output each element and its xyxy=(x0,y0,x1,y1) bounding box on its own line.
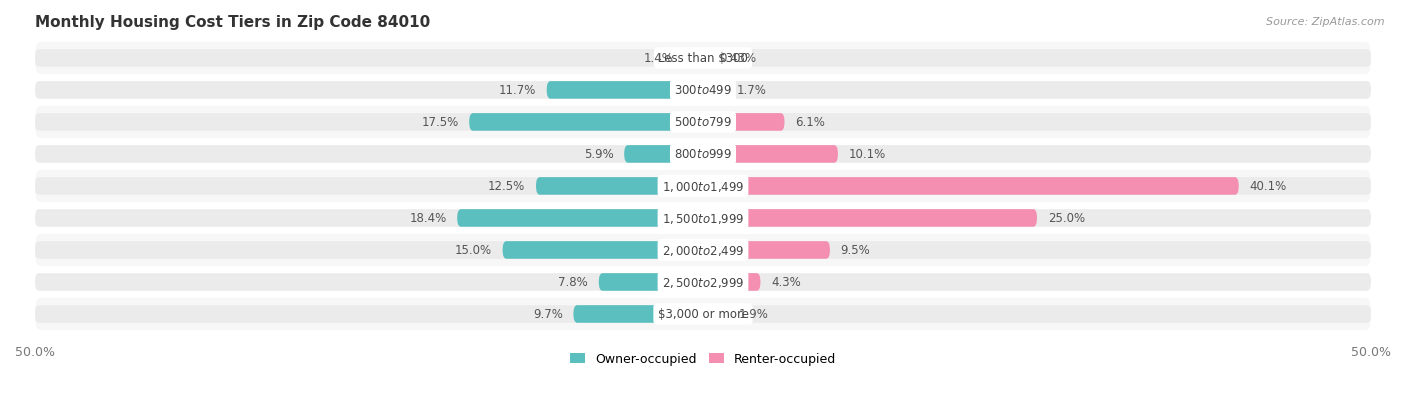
Text: 25.0%: 25.0% xyxy=(1047,212,1085,225)
FancyBboxPatch shape xyxy=(703,114,785,131)
Legend: Owner-occupied, Renter-occupied: Owner-occupied, Renter-occupied xyxy=(565,347,841,370)
FancyBboxPatch shape xyxy=(35,178,1371,195)
FancyBboxPatch shape xyxy=(35,43,1371,75)
FancyBboxPatch shape xyxy=(35,242,1371,259)
Text: $1,500 to $1,999: $1,500 to $1,999 xyxy=(662,211,744,225)
Text: Less than $300: Less than $300 xyxy=(658,52,748,65)
FancyBboxPatch shape xyxy=(703,178,1239,195)
FancyBboxPatch shape xyxy=(703,210,1038,227)
Text: Monthly Housing Cost Tiers in Zip Code 84010: Monthly Housing Cost Tiers in Zip Code 8… xyxy=(35,15,430,30)
Text: 7.8%: 7.8% xyxy=(558,276,588,289)
FancyBboxPatch shape xyxy=(35,235,1371,266)
Text: $1,000 to $1,499: $1,000 to $1,499 xyxy=(662,180,744,193)
Text: $800 to $999: $800 to $999 xyxy=(673,148,733,161)
FancyBboxPatch shape xyxy=(35,273,1371,291)
Text: 10.1%: 10.1% xyxy=(849,148,886,161)
FancyBboxPatch shape xyxy=(35,75,1371,107)
FancyBboxPatch shape xyxy=(703,146,838,164)
Text: 4.3%: 4.3% xyxy=(770,276,801,289)
Text: 12.5%: 12.5% xyxy=(488,180,526,193)
FancyBboxPatch shape xyxy=(35,50,1371,68)
FancyBboxPatch shape xyxy=(35,82,1371,100)
FancyBboxPatch shape xyxy=(457,210,703,227)
Text: 1.9%: 1.9% xyxy=(740,308,769,321)
Text: 5.9%: 5.9% xyxy=(583,148,613,161)
FancyBboxPatch shape xyxy=(547,82,703,100)
FancyBboxPatch shape xyxy=(35,171,1371,202)
FancyBboxPatch shape xyxy=(35,298,1371,330)
FancyBboxPatch shape xyxy=(703,82,725,100)
Text: 1.4%: 1.4% xyxy=(644,52,673,65)
FancyBboxPatch shape xyxy=(685,50,703,68)
Text: $3,000 or more: $3,000 or more xyxy=(658,308,748,321)
FancyBboxPatch shape xyxy=(35,139,1371,171)
FancyBboxPatch shape xyxy=(703,306,728,323)
Text: 17.5%: 17.5% xyxy=(422,116,458,129)
Text: 40.1%: 40.1% xyxy=(1250,180,1286,193)
FancyBboxPatch shape xyxy=(35,146,1371,164)
FancyBboxPatch shape xyxy=(35,114,1371,131)
Text: 1.7%: 1.7% xyxy=(737,84,766,97)
Text: $2,000 to $2,499: $2,000 to $2,499 xyxy=(662,243,744,257)
Text: $500 to $799: $500 to $799 xyxy=(673,116,733,129)
Text: 15.0%: 15.0% xyxy=(454,244,492,257)
Text: 6.1%: 6.1% xyxy=(796,116,825,129)
FancyBboxPatch shape xyxy=(536,178,703,195)
Text: 9.5%: 9.5% xyxy=(841,244,870,257)
FancyBboxPatch shape xyxy=(703,242,830,259)
FancyBboxPatch shape xyxy=(624,146,703,164)
Text: 9.7%: 9.7% xyxy=(533,308,562,321)
Text: 0.43%: 0.43% xyxy=(720,52,756,65)
FancyBboxPatch shape xyxy=(35,202,1371,235)
FancyBboxPatch shape xyxy=(35,210,1371,227)
FancyBboxPatch shape xyxy=(703,273,761,291)
Text: Source: ZipAtlas.com: Source: ZipAtlas.com xyxy=(1267,17,1385,26)
FancyBboxPatch shape xyxy=(574,306,703,323)
FancyBboxPatch shape xyxy=(703,50,709,68)
Text: $300 to $499: $300 to $499 xyxy=(673,84,733,97)
FancyBboxPatch shape xyxy=(470,114,703,131)
FancyBboxPatch shape xyxy=(35,306,1371,323)
Text: 18.4%: 18.4% xyxy=(409,212,447,225)
Text: $2,500 to $2,999: $2,500 to $2,999 xyxy=(662,275,744,289)
FancyBboxPatch shape xyxy=(35,266,1371,298)
FancyBboxPatch shape xyxy=(502,242,703,259)
FancyBboxPatch shape xyxy=(599,273,703,291)
FancyBboxPatch shape xyxy=(35,107,1371,139)
Text: 11.7%: 11.7% xyxy=(499,84,536,97)
